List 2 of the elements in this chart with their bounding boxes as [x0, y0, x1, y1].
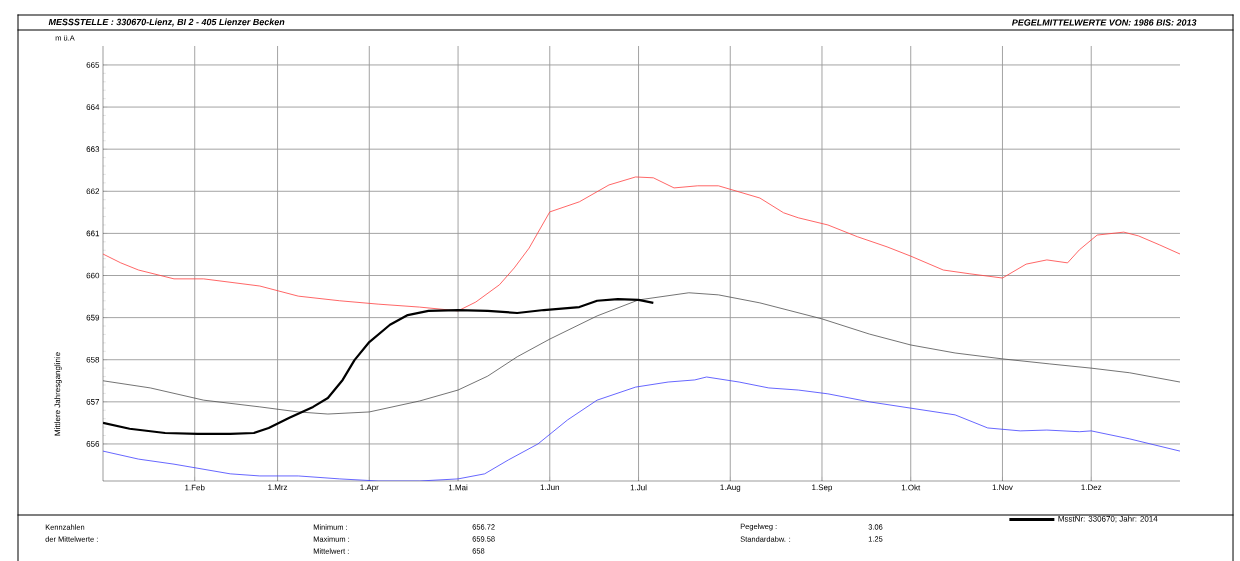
- chart-subtitle: PEGELMITTELWERTE VON: 1986 BIS: 2013: [1011, 19, 1197, 26]
- chart-title: MESSSTELLE : 330670-Lienz, BI 2 - 405 Lienzer Becken: [48, 18, 285, 27]
